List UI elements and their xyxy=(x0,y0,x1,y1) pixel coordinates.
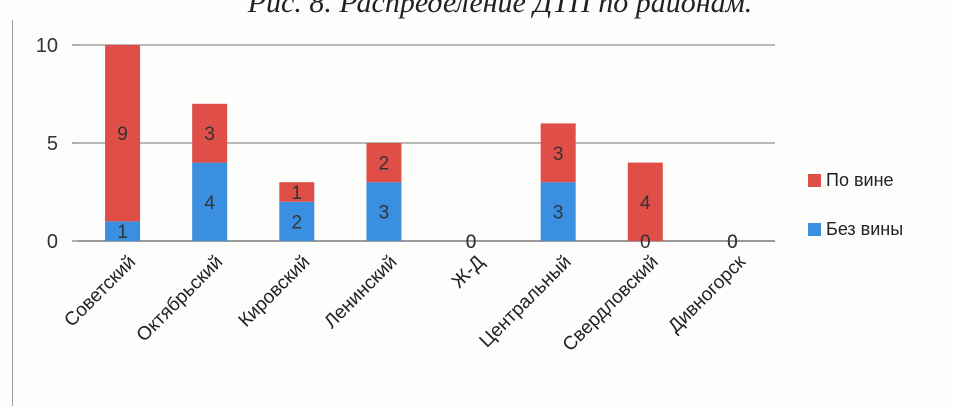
frame-border xyxy=(12,20,13,406)
data-label: 3 xyxy=(553,203,564,224)
y-tick-label: 5 xyxy=(47,133,58,155)
data-label: 0 xyxy=(727,232,738,253)
data-label: 0 xyxy=(466,232,477,253)
data-label: 0 xyxy=(466,232,477,253)
bar-bez-viny-3 xyxy=(366,182,402,241)
legend-label: Без вины xyxy=(826,219,903,239)
y-tick-label: 10 xyxy=(36,35,58,57)
data-label: 3 xyxy=(553,144,564,165)
legend-label: По вине xyxy=(826,170,894,190)
bar-bez-viny-2 xyxy=(279,201,315,241)
legend-swatch xyxy=(808,174,821,187)
legend: По вине Без вины xyxy=(808,170,903,239)
data-label: 1 xyxy=(117,222,128,243)
bar-po-vine-6 xyxy=(627,162,663,241)
data-label: 0 xyxy=(640,232,651,253)
bar-bez-viny-1 xyxy=(192,162,228,241)
data-label: 4 xyxy=(640,193,651,214)
data-label: 2 xyxy=(292,212,303,233)
data-label: 3 xyxy=(204,124,215,145)
bar-po-vine-2 xyxy=(279,182,315,202)
y-axis-ticks: 0 5 10 xyxy=(36,35,78,253)
bar-po-vine-1 xyxy=(192,103,228,163)
bar-bez-viny-5 xyxy=(540,182,576,241)
category-label: Центральный xyxy=(476,252,576,352)
data-label: 1 xyxy=(292,183,303,204)
category-label: Кировский xyxy=(235,252,315,332)
bar-bez-viny-0 xyxy=(105,221,141,241)
data-label: 3 xyxy=(379,203,390,224)
category-label: Советский xyxy=(60,252,140,332)
bar-po-vine-3 xyxy=(366,143,402,183)
category-label: Октябрьский xyxy=(133,252,228,347)
bar-po-vine-0 xyxy=(105,45,141,222)
bars xyxy=(105,45,663,241)
legend-swatch xyxy=(808,223,821,236)
data-label: 0 xyxy=(727,232,738,253)
data-label: 4 xyxy=(204,193,215,214)
bar-po-vine-5 xyxy=(540,123,576,183)
y-tick-label: 0 xyxy=(47,231,58,253)
grid-lines xyxy=(78,44,775,242)
data-label: 2 xyxy=(379,154,390,175)
data-label: 9 xyxy=(117,124,128,145)
chart-title: Рис. 8. Распределение ДТП по районам. xyxy=(247,0,753,19)
category-label: Ленинский xyxy=(320,252,401,333)
category-label: Ж-Д xyxy=(448,252,489,293)
category-label: Дивногорск xyxy=(664,251,750,337)
